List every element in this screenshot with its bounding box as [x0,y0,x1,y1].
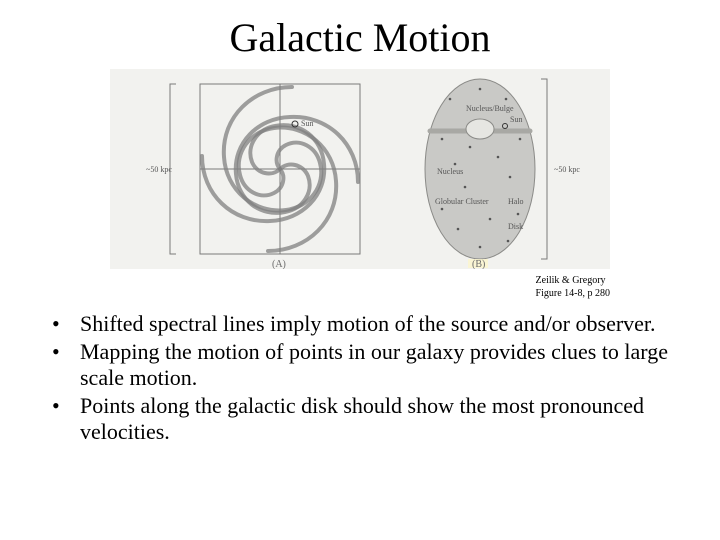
svg-text:~50 kpc: ~50 kpc [554,165,580,174]
galaxy-svg: Sun ~50 kpc (A) Nucleus/Bulge Sun Nucleus Glob… [110,69,610,269]
credit-line-1: Zeilik & Gregory [536,275,610,288]
bullet-item: Points along the galactic disk should sh… [52,393,696,445]
svg-text:(B): (B) [472,259,485,269]
galaxy-figure: Sun ~50 kpc (A) Nucleus/Bulge Sun Nucleus Glob… [110,69,610,269]
svg-text:Sun: Sun [301,119,313,128]
svg-text:Halo: Halo [508,197,524,206]
figure-container: Sun ~50 kpc (A) Nucleus/Bulge Sun Nucleus Glob… [24,69,696,269]
svg-text:Nucleus/Bulge: Nucleus/Bulge [466,104,514,113]
bullet-list: Shifted spectral lines imply motion of t… [24,311,696,445]
svg-text:(A): (A) [272,259,286,269]
credit-line-2: Figure 14-8, p 280 [536,288,610,301]
bullet-item: Shifted spectral lines imply motion of t… [52,311,696,337]
svg-text:Sun: Sun [510,115,522,124]
svg-text:Disk: Disk [508,222,523,231]
svg-text:Nucleus: Nucleus [437,167,463,176]
page-title: Galactic Motion [24,14,696,61]
svg-text:Globular Cluster: Globular Cluster [435,197,489,206]
figure-credit: Zeilik & Gregory Figure 14-8, p 280 [536,275,610,300]
svg-text:~50 kpc: ~50 kpc [146,165,172,174]
bullet-item: Mapping the motion of points in our gala… [52,339,696,391]
